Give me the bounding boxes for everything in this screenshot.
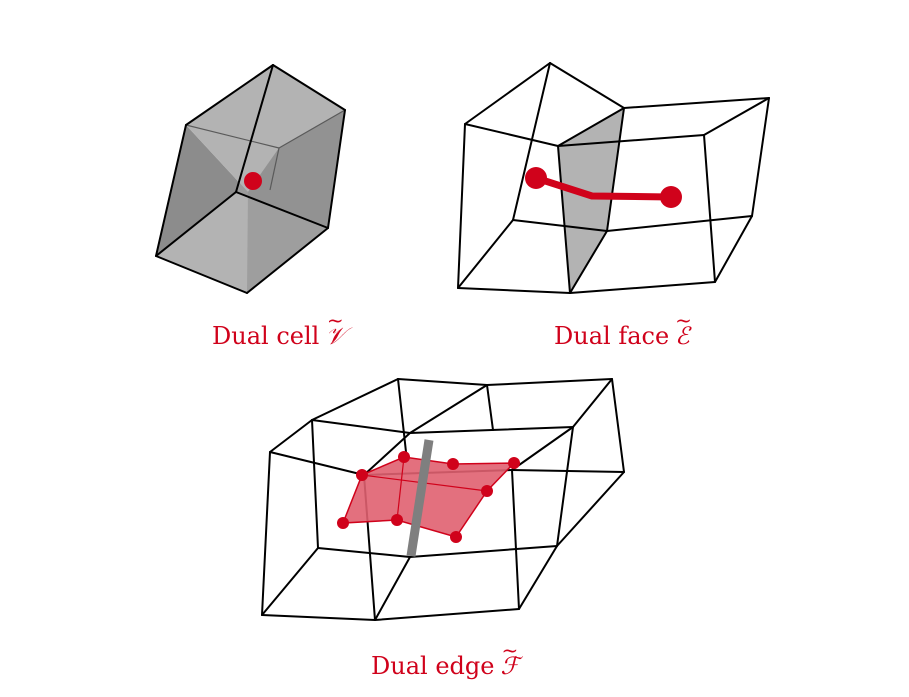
dual-face-vertex [447, 458, 459, 470]
dual-face-symbol-letter: ℰ [675, 322, 690, 350]
dual-face-vertex [398, 451, 410, 463]
dual-edge-panel [261, 378, 625, 621]
dual-cell-panel [155, 64, 346, 294]
dual-edge-symbol: ~ ℱ [500, 638, 520, 680]
cell-inner-edges [185, 109, 346, 191]
face-wireframe [457, 62, 770, 294]
cell-outer-edges [155, 64, 346, 294]
dual-vertex-left [525, 167, 547, 189]
dual-face-panel [457, 62, 770, 294]
dual-cell-caption-text: Dual cell [212, 322, 320, 350]
dual-face-symbol: ~ ℰ [675, 308, 692, 350]
dual-edge-caption-text: Dual edge [371, 652, 495, 680]
dual-edge-path [534, 174, 672, 201]
dual-face-vertex [391, 514, 403, 526]
dual-face-vertex [508, 457, 520, 469]
dual-vertex-right [660, 186, 682, 208]
dual-face-vertices [337, 451, 520, 543]
dual-vertex-point [244, 172, 262, 190]
shared-face-gray [558, 108, 624, 293]
dual-cell-caption: Dual cell ~ 𝒱 [212, 308, 346, 350]
dual-face-vertex [337, 517, 349, 529]
dual-edge-caption: Dual edge ~ ℱ [371, 638, 520, 680]
dual-face-vertex [356, 469, 368, 481]
cell-face-top [186, 65, 345, 192]
dual-edge-tilde: ~ [501, 638, 519, 662]
dual-face-caption: Dual face ~ ℰ [554, 308, 692, 350]
primal-edge-bar [406, 439, 434, 557]
dual-cell-symbol: ~ 𝒱 [325, 308, 346, 350]
dual-face-vertex [450, 531, 462, 543]
cell-face-front [247, 110, 345, 293]
dual-face-tilde: ~ [675, 308, 692, 332]
dual-face-vertex [481, 485, 493, 497]
dual-edge-symbol-letter: ℱ [500, 652, 520, 680]
dual-face-caption-text: Dual face [554, 322, 670, 350]
dual-cell-symbol-letter: 𝒱 [325, 322, 346, 350]
dual-cell-tilde: ~ [326, 308, 344, 332]
